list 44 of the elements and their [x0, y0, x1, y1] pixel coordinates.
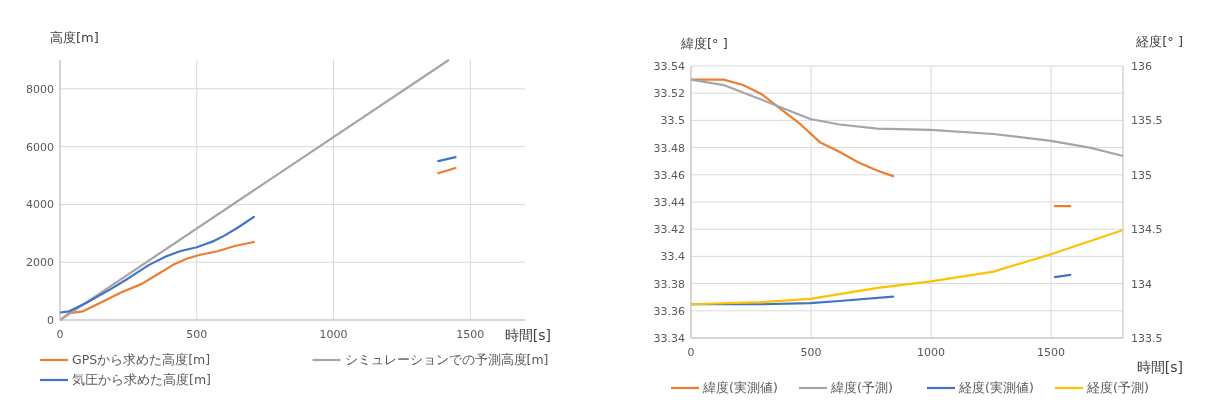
y-tick-label: 33.44 — [653, 196, 685, 209]
y-tick-label: 33.5 — [660, 114, 685, 128]
y-tick-label: 6000 — [26, 140, 54, 154]
y2-tick-label: 136 — [1131, 60, 1152, 73]
y2-tick-label: 134.5 — [1131, 223, 1163, 237]
legend-label: 緯度(予測) — [830, 380, 893, 395]
x-axis-title: 時間[s] — [1136, 359, 1183, 375]
x-tick-label: 1500 — [1037, 346, 1065, 359]
line-series — [691, 78, 1123, 157]
y-tick-label: 33.36 — [653, 304, 685, 318]
x-tick-label: 0 — [56, 328, 64, 341]
legend-label: 緯度(実測値) — [702, 380, 778, 395]
y-tick-label: 33.52 — [653, 87, 685, 101]
y-axis-title: 高度[m] — [50, 30, 99, 45]
y-tick-label: 33.34 — [653, 332, 685, 345]
y2-tick-label: 134 — [1131, 277, 1152, 291]
legend-label: 経度(予測) — [1086, 380, 1149, 395]
y-tick-label: 2000 — [26, 256, 54, 270]
y-tick-label: 0 — [47, 314, 54, 327]
y2-tick-label: 135.5 — [1131, 114, 1163, 128]
line-series — [691, 229, 1123, 306]
y-tick-label: 33.54 — [653, 60, 685, 73]
legend-label: シミュレーションでの予測高度[m] — [344, 352, 549, 367]
y2-tick-label: 133.5 — [1131, 332, 1163, 345]
x-tick-label: 500 — [186, 328, 208, 341]
y-tick-label: 4000 — [26, 198, 54, 212]
y-tick-label: 33.4 — [660, 250, 685, 264]
legend-label: GPSから求めた高度[m] — [72, 352, 211, 367]
x-tick-label: 1000 — [917, 346, 945, 359]
x-tick-label: 0 — [687, 346, 695, 359]
y-tick-label: 33.46 — [653, 168, 685, 182]
x-tick-label: 1500 — [456, 328, 485, 341]
y2-axis-title: 経度[° ] — [1135, 34, 1183, 49]
y-axis-title: 緯度[° ] — [680, 36, 728, 51]
x-axis-title: 時間[s] — [504, 327, 551, 343]
y-tick-label: 33.42 — [653, 223, 685, 237]
legend-label: 経度(実測値) — [958, 380, 1034, 395]
y-tick-label: 8000 — [26, 82, 54, 96]
y-tick-label: 33.38 — [653, 277, 685, 291]
y-tick-label: 33.48 — [653, 141, 685, 155]
y2-tick-label: 135 — [1131, 168, 1152, 182]
legend-label: 気圧から求めた高度[m] — [72, 372, 211, 387]
x-tick-label: 500 — [800, 346, 822, 359]
x-tick-label: 1000 — [319, 328, 348, 341]
